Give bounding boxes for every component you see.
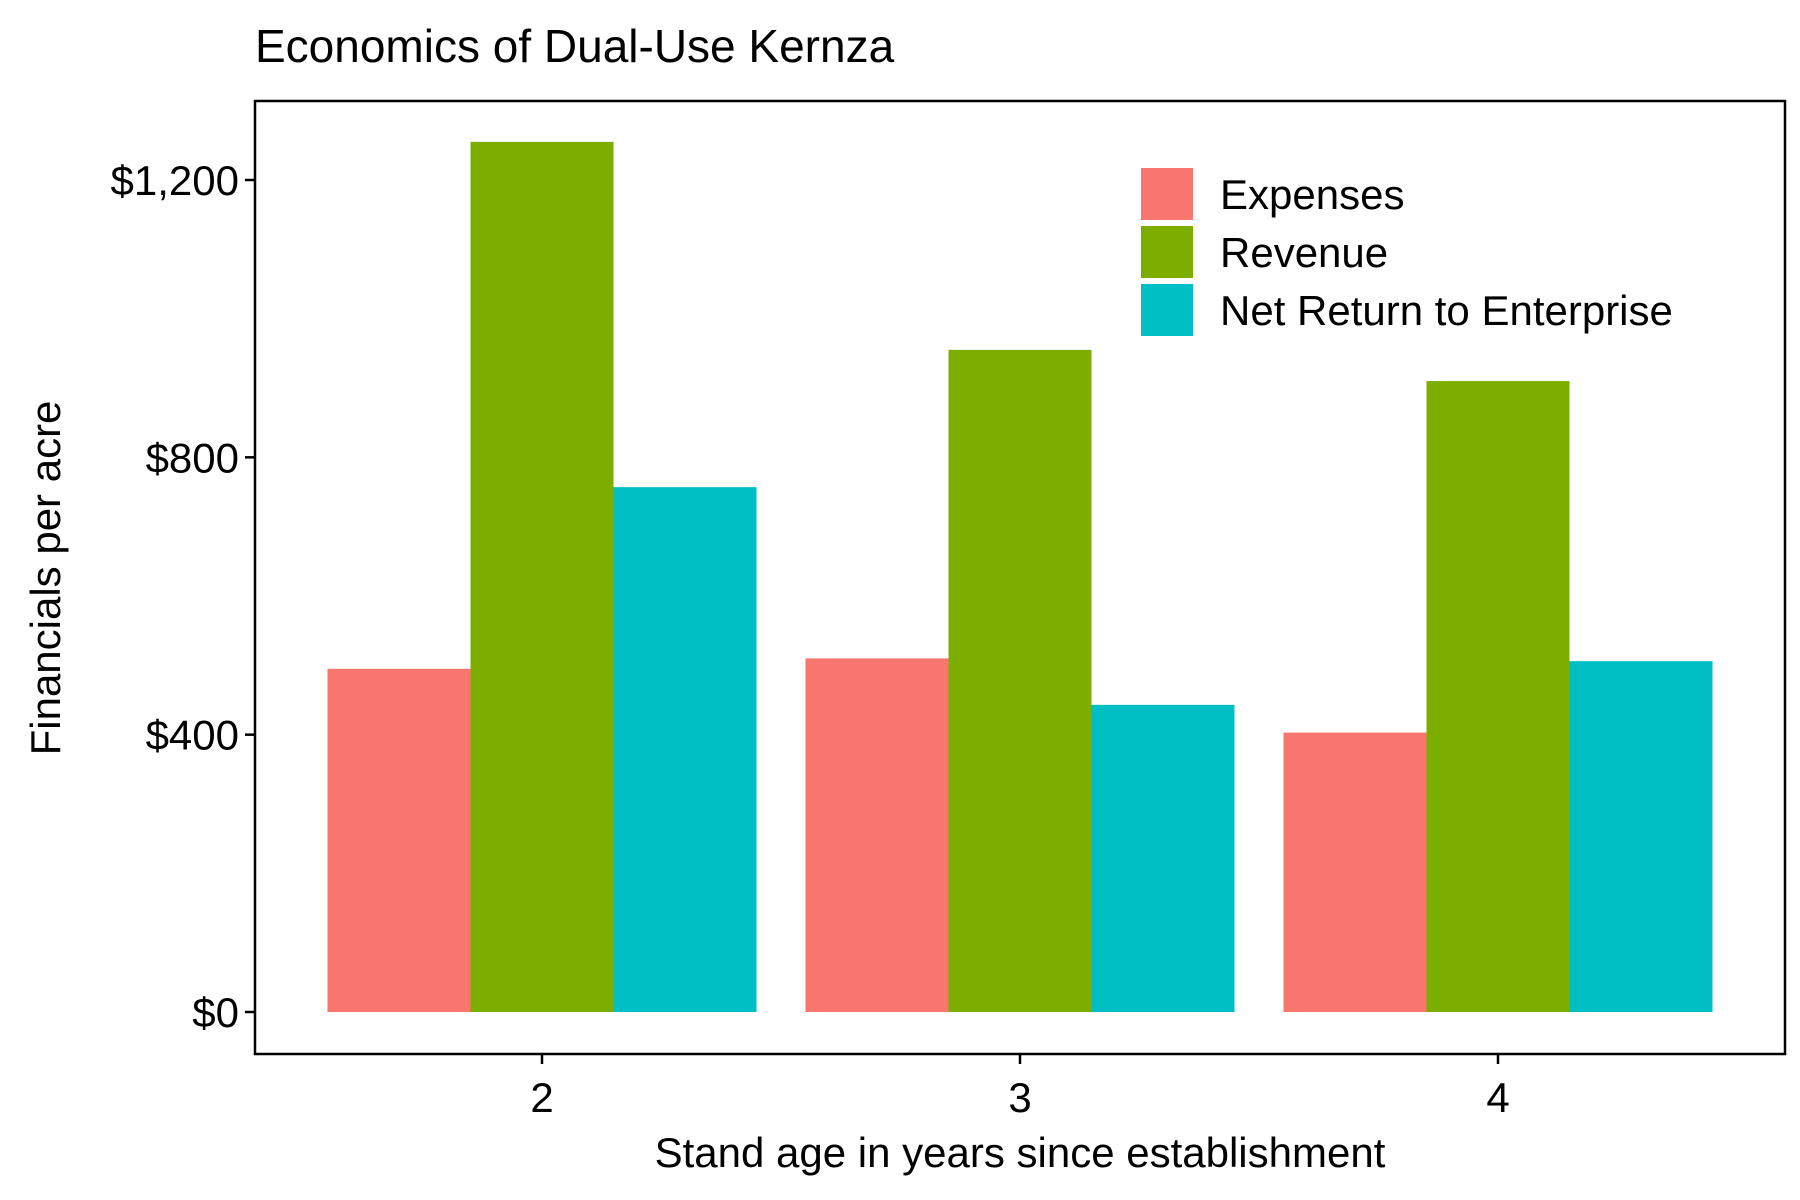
x-axis-label: Stand age in years since establishment bbox=[655, 1129, 1386, 1176]
legend-key-net-return-to-enterprise bbox=[1139, 282, 1195, 338]
legend-label: Net Return to Enterprise bbox=[1220, 287, 1673, 334]
legend-label: Revenue bbox=[1220, 229, 1388, 276]
bar-net-return-to-enterprise-2 bbox=[613, 487, 757, 1012]
y-tick-label: $400 bbox=[146, 712, 239, 759]
bar-expenses-2 bbox=[327, 668, 471, 1012]
legend: Expenses Revenue Net Return to Enterprise bbox=[1139, 166, 1673, 338]
legend-key-revenue bbox=[1139, 224, 1195, 280]
y-axis: $0 $400 $800 $1,200 bbox=[111, 157, 255, 1036]
y-tick-label: $0 bbox=[192, 989, 239, 1036]
y-axis-label: Financials per acre bbox=[22, 401, 69, 756]
bar-net-return-to-enterprise-4 bbox=[1569, 661, 1713, 1012]
x-tick-label: 4 bbox=[1486, 1074, 1509, 1121]
y-tick-label: $800 bbox=[146, 434, 239, 481]
bar-net-return-to-enterprise-3 bbox=[1091, 704, 1235, 1012]
x-axis: 2 3 4 bbox=[530, 1054, 1510, 1121]
y-tick-label: $1,200 bbox=[111, 157, 239, 204]
chart-title: Economics of Dual-Use Kernza bbox=[255, 20, 895, 72]
bar-revenue-3 bbox=[948, 349, 1092, 1012]
x-tick-label: 2 bbox=[530, 1074, 553, 1121]
bar-revenue-2 bbox=[470, 141, 614, 1012]
legend-key-expenses bbox=[1139, 166, 1195, 222]
x-tick-label: 3 bbox=[1008, 1074, 1031, 1121]
bar-expenses-4 bbox=[1283, 732, 1427, 1012]
bar-revenue-4 bbox=[1426, 381, 1570, 1013]
bar-expenses-3 bbox=[805, 658, 949, 1012]
legend-label: Expenses bbox=[1220, 171, 1404, 218]
bars-layer bbox=[327, 141, 1713, 1013]
